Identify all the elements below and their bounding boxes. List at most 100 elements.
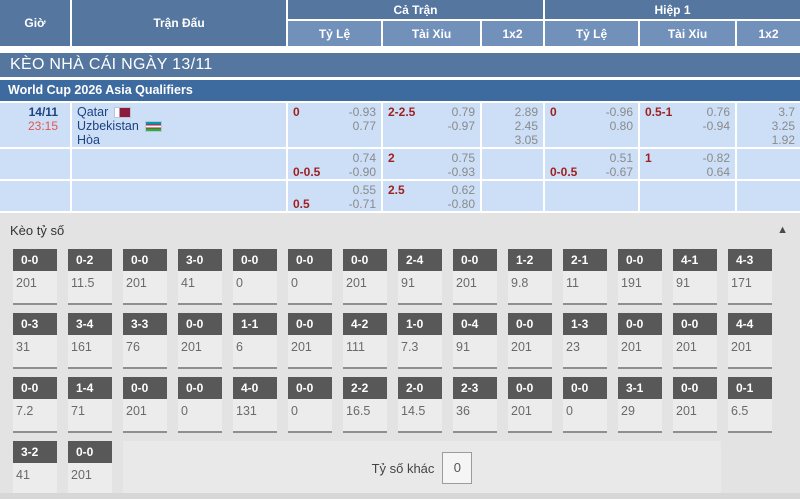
score-cell[interactable]: 4-3 171 (728, 249, 772, 305)
score-cell[interactable]: 0-4 91 (453, 313, 497, 369)
h1-handicap-cell[interactable]: 0.51 0-0.5 -0.67 (545, 149, 640, 179)
score-cell[interactable]: 0-0 201 (123, 377, 167, 433)
odds-value: 0.75 (451, 151, 475, 165)
collapse-arrow-icon[interactable]: ▲ (777, 224, 788, 236)
score-odds: 201 (456, 276, 477, 290)
score-odds: 91 (676, 276, 690, 290)
odds-line: 0.77 (288, 119, 381, 133)
score-cell[interactable]: 4-0 131 (233, 377, 277, 433)
score-cell[interactable]: 0-0 191 (618, 249, 662, 305)
match-time: 23:15 (27, 119, 58, 133)
score-section-title: Kèo tỷ số (10, 222, 65, 238)
score-cell[interactable]: 0-0 201 (288, 313, 332, 369)
score-cell[interactable]: 0-0 201 (123, 249, 167, 305)
score-cell[interactable]: 0-0 201 (673, 377, 717, 433)
odds-line: 0.51 (545, 151, 638, 165)
score-cell[interactable]: 0-0 0 (288, 249, 332, 305)
h1-overunder-cell[interactable]: 1 -0.82 0.64 (640, 149, 737, 179)
score-cell[interactable]: 0-0 201 (453, 249, 497, 305)
full-overunder-cell[interactable]: 2-2.5 0.79 -0.97 (383, 103, 482, 147)
score-cell[interactable]: 0-0 201 (508, 313, 552, 369)
h1-1x2-cell[interactable] (737, 149, 800, 179)
score-label: 0-0 (508, 313, 552, 335)
score-cell[interactable]: 1-2 9.8 (508, 249, 552, 305)
h1-1x2-cell[interactable] (737, 181, 800, 211)
full-1x2-cell[interactable] (482, 149, 545, 179)
handicap-value: 0.5 (293, 197, 310, 211)
full-1x2-cell[interactable] (482, 181, 545, 211)
score-cell[interactable]: 0-0 0 (288, 377, 332, 433)
odds-line: 0.64 (640, 165, 735, 179)
score-odds: 171 (731, 276, 752, 290)
score-cell[interactable]: 0-3 31 (13, 313, 57, 369)
score-cell[interactable]: 3-1 29 (618, 377, 662, 433)
odds-value: -0.96 (605, 105, 633, 119)
full-handicap-cell[interactable]: 0 -0.93 0.77 (288, 103, 383, 147)
score-cell[interactable]: 4-4 201 (728, 313, 772, 369)
score-cell[interactable]: 0-0 0 (178, 377, 222, 433)
score-cell[interactable]: 1-0 7.3 (398, 313, 442, 369)
score-label: 0-0 (673, 377, 717, 399)
h1-overunder-cell[interactable] (640, 181, 737, 211)
full-handicap-cell[interactable]: 0.74 0-0.5 -0.90 (288, 149, 383, 179)
score-cell[interactable]: 0-0 0 (563, 377, 607, 433)
score-odds: 11.5 (71, 276, 95, 290)
score-cell[interactable]: 3-3 76 (123, 313, 167, 369)
score-cell[interactable]: 0-0 201 (343, 249, 387, 305)
score-cell[interactable]: 2-1 11 (563, 249, 607, 305)
odds-line: 2 0.75 (383, 151, 480, 165)
score-cell[interactable]: 2-0 14.5 (398, 377, 442, 433)
score-label: 0-0 (13, 377, 57, 399)
score-cell[interactable]: 3-2 41 (13, 441, 57, 497)
score-cell[interactable]: 2-4 91 (398, 249, 442, 305)
h1-handicap-cell[interactable]: 0 -0.96 0.80 (545, 103, 640, 147)
score-cell[interactable]: 0-0 201 (508, 377, 552, 433)
h1-handicap-cell[interactable] (545, 181, 640, 211)
score-cell[interactable]: 0-0 201 (13, 249, 57, 305)
h1-1x2-cell[interactable]: 3.7 3.25 1.92 (737, 103, 800, 147)
away-team[interactable]: Uzbekistan (72, 119, 286, 133)
score-cell[interactable]: 0-0 201 (673, 313, 717, 369)
score-odds: 71 (71, 404, 85, 418)
score-section-header: Kèo tỷ số ▲ (0, 219, 800, 241)
full-overunder-cell[interactable]: 2 0.75 -0.93 (383, 149, 482, 179)
home-team[interactable]: Qatar (72, 105, 286, 119)
score-cell[interactable]: 1-1 6 (233, 313, 277, 369)
odds-value: 0.74 (352, 151, 376, 165)
score-label: 0-0 (288, 377, 332, 399)
score-odds: 201 (71, 468, 92, 482)
score-cell[interactable]: 1-4 71 (68, 377, 112, 433)
score-cell[interactable]: 2-3 36 (453, 377, 497, 433)
full-overunder-cell[interactable]: 2.5 0.62 -0.80 (383, 181, 482, 211)
other-score-value[interactable]: 0 (442, 452, 473, 484)
score-label: 0-0 (178, 377, 222, 399)
score-label: 1-4 (68, 377, 112, 399)
score-label: 2-0 (398, 377, 442, 399)
score-cell[interactable]: 0-2 11.5 (68, 249, 112, 305)
score-cell[interactable]: 3-0 41 (178, 249, 222, 305)
score-cell[interactable]: 0-0 201 (618, 313, 662, 369)
other-score-label: Tỷ số khác (371, 460, 435, 476)
score-cell[interactable]: 0-0 201 (68, 441, 112, 497)
h1-overunder-cell[interactable]: 0.5-1 0.76 -0.94 (640, 103, 737, 147)
score-cell[interactable]: 0-0 7.2 (13, 377, 57, 433)
score-cell[interactable]: 3-4 161 (68, 313, 112, 369)
score-odds: 0 (291, 276, 298, 290)
score-cell[interactable]: 1-3 23 (563, 313, 607, 369)
odds-value: 0.76 (706, 105, 730, 119)
full-handicap-cell[interactable]: 0.55 0.5 -0.71 (288, 181, 383, 211)
score-label: 1-0 (398, 313, 442, 335)
score-odds: 91 (456, 340, 470, 354)
score-cell[interactable]: 0-0 201 (178, 313, 222, 369)
score-cell[interactable]: 2-2 16.5 (343, 377, 387, 433)
score-cell[interactable]: 4-1 91 (673, 249, 717, 305)
handicap-value: 2 (388, 151, 395, 165)
handicap-value: 0-0.5 (550, 165, 578, 179)
odds-value: -0.93 (348, 105, 376, 119)
score-cell[interactable]: 4-2 111 (343, 313, 387, 369)
full-1x2-cell[interactable]: 2.89 2.45 3.05 (482, 103, 545, 147)
odds-line: 0.5 -0.71 (288, 197, 381, 211)
score-cell[interactable]: 0-0 0 (233, 249, 277, 305)
odds-line: 0-0.5 -0.67 (545, 165, 638, 179)
score-cell[interactable]: 0-1 6.5 (728, 377, 772, 433)
